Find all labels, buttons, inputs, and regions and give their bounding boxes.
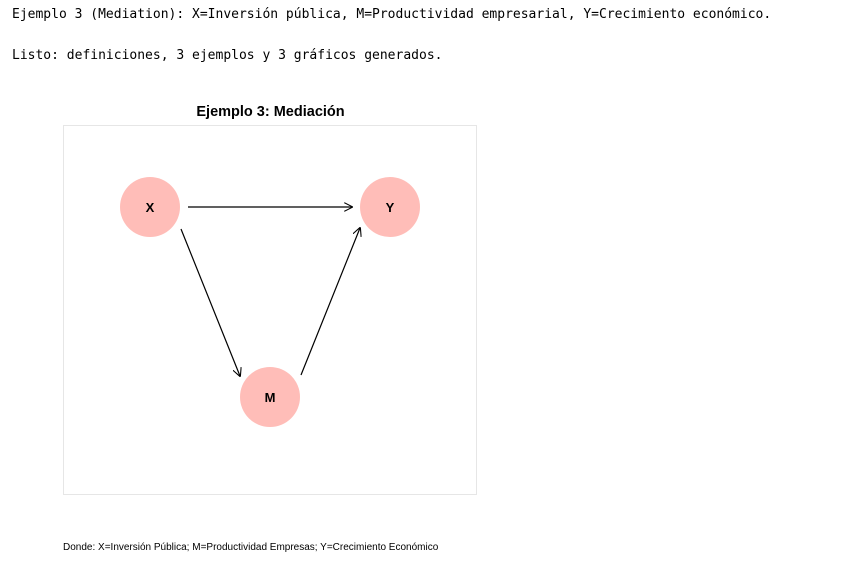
node-m: M (240, 367, 300, 427)
edge-x-to-m (181, 229, 240, 376)
node-y-label: Y (386, 200, 395, 215)
node-x-label: X (146, 200, 155, 215)
diagram-caption: Donde: X=Inversión Pública; M=Productivi… (63, 542, 438, 553)
edge-m-to-y (301, 228, 360, 375)
node-y: Y (360, 177, 420, 237)
node-m-label: M (265, 390, 276, 405)
node-x: X (120, 177, 180, 237)
